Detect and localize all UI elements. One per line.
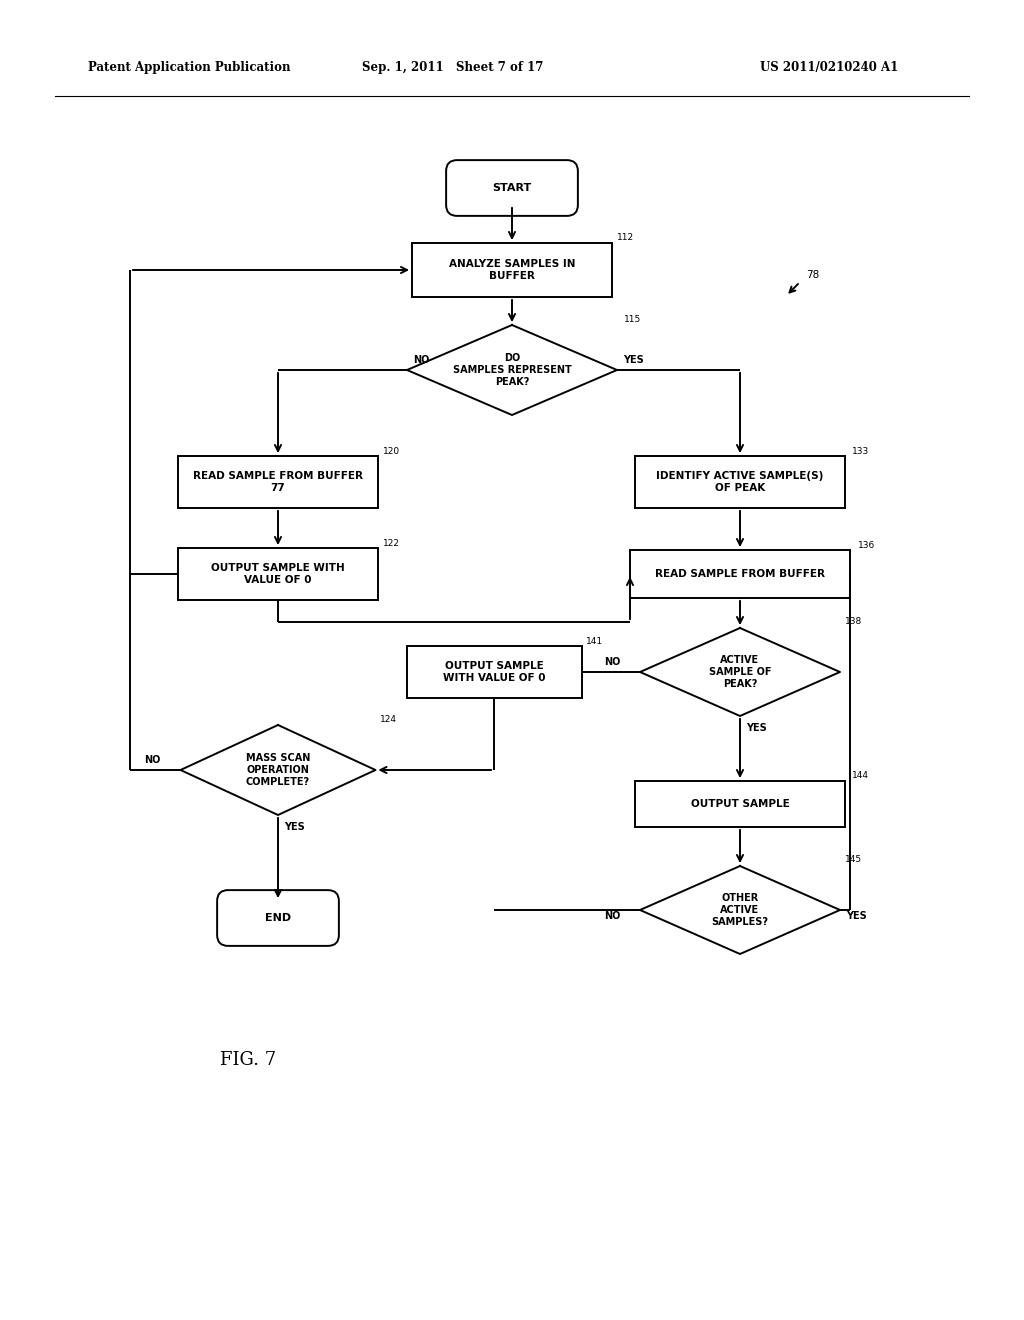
Text: Patent Application Publication: Patent Application Publication <box>88 62 291 74</box>
Text: READ SAMPLE FROM BUFFER: READ SAMPLE FROM BUFFER <box>655 569 825 579</box>
Text: 144: 144 <box>852 771 869 780</box>
Text: OUTPUT SAMPLE
WITH VALUE OF 0: OUTPUT SAMPLE WITH VALUE OF 0 <box>442 661 545 682</box>
Text: YES: YES <box>746 723 767 733</box>
Text: Sep. 1, 2011   Sheet 7 of 17: Sep. 1, 2011 Sheet 7 of 17 <box>362 62 544 74</box>
Text: NO: NO <box>413 355 429 366</box>
Text: NO: NO <box>604 657 621 667</box>
Text: 120: 120 <box>383 447 400 455</box>
Text: READ SAMPLE FROM BUFFER
77: READ SAMPLE FROM BUFFER 77 <box>193 471 362 492</box>
Text: YES: YES <box>846 911 866 921</box>
Text: OUTPUT SAMPLE WITH
VALUE OF 0: OUTPUT SAMPLE WITH VALUE OF 0 <box>211 564 345 585</box>
Text: ACTIVE
SAMPLE OF
PEAK?: ACTIVE SAMPLE OF PEAK? <box>709 656 771 689</box>
Text: START: START <box>493 183 531 193</box>
Text: 145: 145 <box>845 855 862 865</box>
Text: IDENTIFY ACTIVE SAMPLE(S)
OF PEAK: IDENTIFY ACTIVE SAMPLE(S) OF PEAK <box>656 471 823 492</box>
Text: 115: 115 <box>624 315 641 323</box>
Text: 133: 133 <box>852 447 869 455</box>
FancyBboxPatch shape <box>446 160 578 216</box>
Text: 78: 78 <box>806 271 819 280</box>
Text: 141: 141 <box>586 638 603 645</box>
FancyBboxPatch shape <box>635 781 845 828</box>
FancyBboxPatch shape <box>178 455 378 508</box>
Text: ANALYZE SAMPLES IN
BUFFER: ANALYZE SAMPLES IN BUFFER <box>449 259 575 281</box>
FancyBboxPatch shape <box>630 550 850 598</box>
FancyBboxPatch shape <box>178 548 378 601</box>
Text: 112: 112 <box>617 234 634 242</box>
Text: MASS SCAN
OPERATION
COMPLETE?: MASS SCAN OPERATION COMPLETE? <box>246 754 310 787</box>
Text: 124: 124 <box>380 715 397 723</box>
Text: NO: NO <box>604 911 621 921</box>
Text: 122: 122 <box>383 539 400 548</box>
Text: FIG. 7: FIG. 7 <box>220 1051 276 1069</box>
Text: NO: NO <box>144 755 161 766</box>
FancyBboxPatch shape <box>635 455 845 508</box>
Text: 138: 138 <box>845 616 862 626</box>
Text: 136: 136 <box>858 541 876 550</box>
FancyBboxPatch shape <box>407 645 582 698</box>
Text: DO
SAMPLES REPRESENT
PEAK?: DO SAMPLES REPRESENT PEAK? <box>453 354 571 387</box>
Text: YES: YES <box>623 355 644 366</box>
Text: US 2011/0210240 A1: US 2011/0210240 A1 <box>760 62 898 74</box>
FancyBboxPatch shape <box>217 890 339 946</box>
Text: OUTPUT SAMPLE: OUTPUT SAMPLE <box>690 799 790 809</box>
Text: OTHER
ACTIVE
SAMPLES?: OTHER ACTIVE SAMPLES? <box>712 894 768 927</box>
Text: YES: YES <box>284 822 305 832</box>
FancyBboxPatch shape <box>412 243 612 297</box>
Text: END: END <box>265 913 291 923</box>
